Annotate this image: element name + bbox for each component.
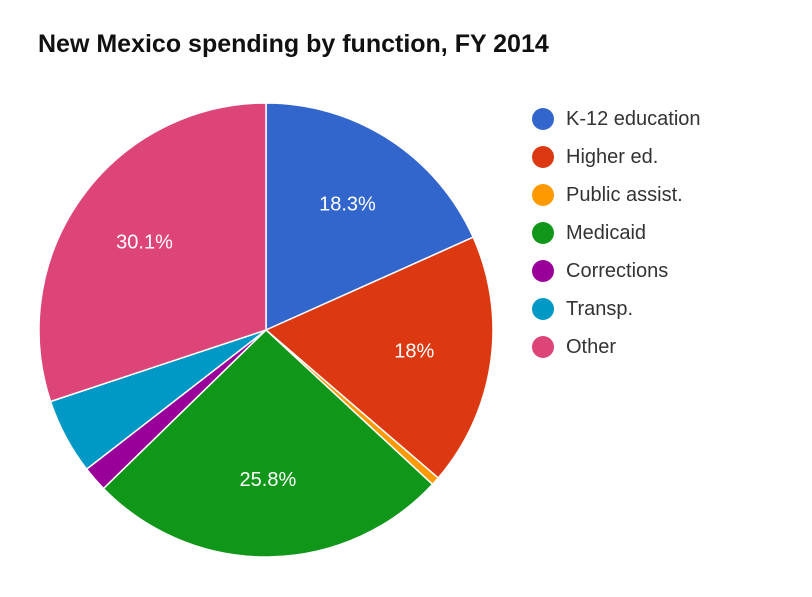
legend-item: K-12 education bbox=[532, 100, 701, 138]
pie-slice-k-12-education bbox=[265, 102, 475, 332]
legend-swatch bbox=[532, 108, 554, 130]
legend-swatch bbox=[532, 298, 554, 320]
pie-data-labels: 18.3% 18% 25.8% 30.1% bbox=[116, 193, 434, 491]
legend-label: Corrections bbox=[566, 259, 669, 282]
legend-item: Higher ed. bbox=[532, 138, 701, 176]
legend-label: Higher ed. bbox=[566, 145, 659, 168]
legend-label: K-12 education bbox=[566, 107, 701, 130]
legend-swatch bbox=[532, 146, 554, 168]
pie-slice-other bbox=[38, 102, 267, 403]
data-label: 25.8% bbox=[240, 469, 297, 491]
legend-item: Other bbox=[532, 328, 701, 366]
legend-item: Medicaid bbox=[532, 214, 701, 252]
legend-label: Other bbox=[566, 335, 617, 358]
legend-label: Transp. bbox=[566, 297, 634, 320]
legend: K-12 education Higher ed. Public assist. Me… bbox=[532, 100, 701, 366]
legend-swatch bbox=[532, 260, 554, 282]
legend-swatch bbox=[532, 184, 554, 206]
legend-swatch bbox=[532, 336, 554, 358]
legend-item: Corrections bbox=[532, 252, 701, 290]
legend-item: Transp. bbox=[532, 290, 701, 328]
legend-item: Public assist. bbox=[532, 176, 701, 214]
legend-label: Public assist. bbox=[566, 183, 683, 206]
data-label: 18% bbox=[394, 341, 434, 363]
pie-slice-medicaid bbox=[102, 328, 434, 558]
pie-slices bbox=[38, 102, 494, 558]
pie-slice-higher-ed bbox=[264, 236, 494, 480]
legend-swatch bbox=[532, 222, 554, 244]
data-label: 18.3% bbox=[319, 193, 376, 215]
data-label: 30.1% bbox=[116, 231, 173, 253]
legend-label: Medicaid bbox=[566, 221, 647, 244]
chart-title: New Mexico spending by function, FY 2014 bbox=[38, 30, 549, 58]
